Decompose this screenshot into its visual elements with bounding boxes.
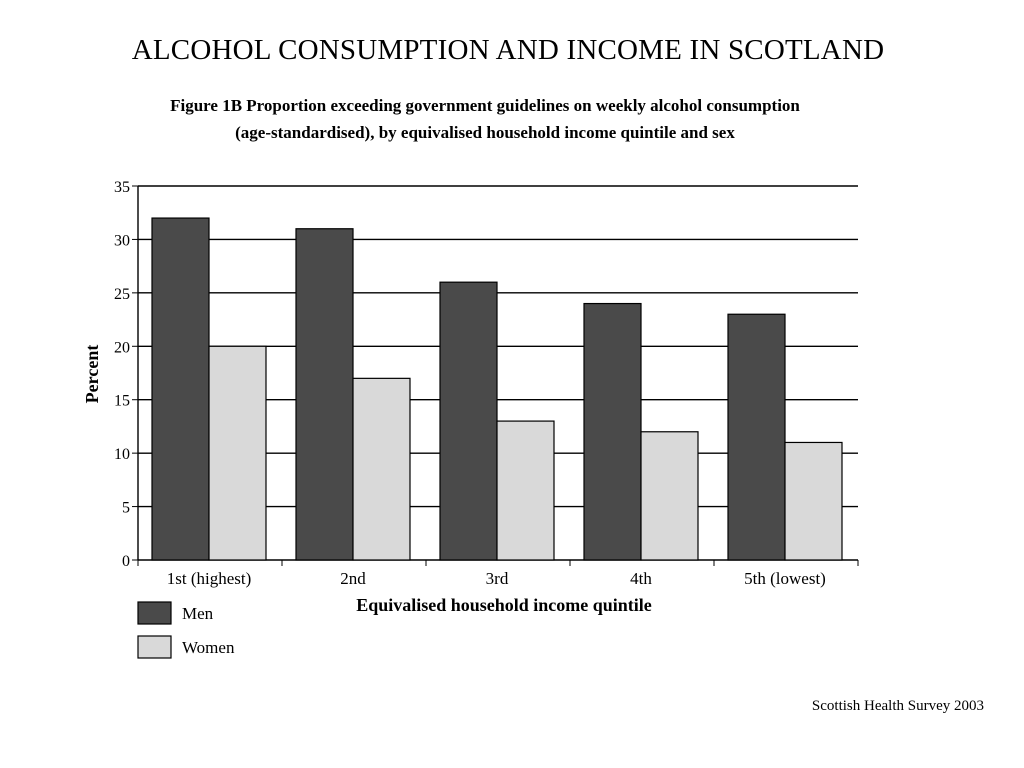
y-tick-label-30: 30 (114, 232, 130, 249)
bar-men-5 (727, 313, 786, 561)
bar-women-5 (784, 441, 843, 561)
legend-label-women: Women (182, 638, 235, 657)
y-tick-label-0: 0 (122, 553, 130, 570)
bar-men-4 (583, 302, 642, 561)
y-tick-label-10: 10 (114, 446, 130, 463)
legend-label-men: Men (182, 604, 214, 623)
x-tick-label-5: 5th (lowest) (744, 569, 826, 588)
chart-title: Figure 1B Proportion exceeding governmen… (170, 96, 800, 115)
bar-women-3 (496, 420, 555, 561)
legend-swatch-men (137, 601, 172, 625)
y-tick-label-35: 35 (114, 179, 130, 196)
slide-title: ALCOHOL CONSUMPTION AND INCOME IN SCOTLA… (131, 34, 885, 66)
x-tick-label-3: 3rd (486, 569, 509, 588)
figure-caption: Figure 1B Proportion exceeding governmen… (70, 92, 900, 146)
bar-women-1 (208, 345, 267, 561)
bar-men-3 (439, 281, 498, 561)
y-tick-label-15: 15 (114, 393, 130, 410)
x-tick-label-1: 1st (highest) (167, 569, 252, 588)
bar-men-2 (295, 228, 354, 561)
x-tick-label-4: 4th (630, 569, 652, 588)
bar-women-4 (640, 431, 699, 561)
bar-women-2 (352, 377, 411, 561)
y-axis-label: Percent (82, 345, 102, 404)
x-axis-label: Equivalised household income quintile (356, 595, 652, 615)
chart-subtitle: (age-standardised), by equivalised house… (235, 123, 735, 142)
bar-men-1 (151, 217, 210, 561)
y-tick-label-20: 20 (114, 339, 130, 356)
source-note: Scottish Health Survey 2003 (811, 698, 984, 714)
y-tick-label-25: 25 (114, 286, 130, 303)
y-tick-label-5: 5 (122, 500, 130, 517)
legend-swatch-women (137, 635, 172, 659)
x-tick-label-2: 2nd (340, 569, 366, 588)
